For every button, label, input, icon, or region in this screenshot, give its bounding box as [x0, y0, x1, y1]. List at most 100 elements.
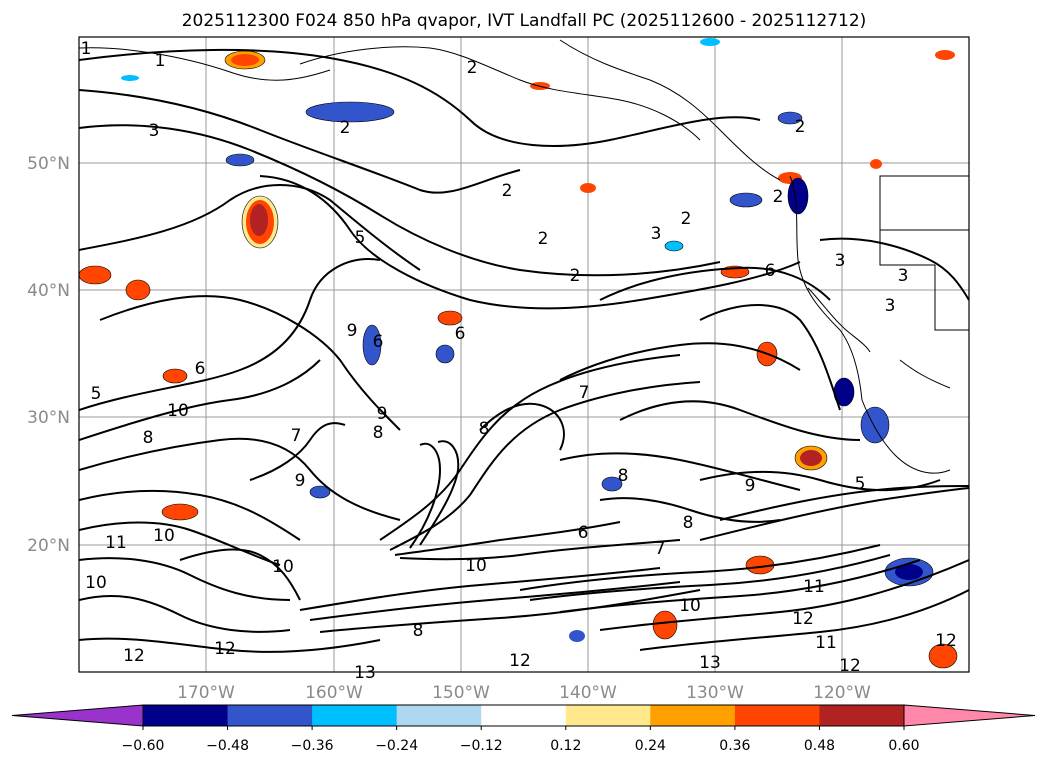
contour-label: 8	[683, 513, 694, 533]
colorbar-cell	[396, 705, 482, 726]
contour-label: 1	[155, 51, 166, 71]
contour-label: 8	[479, 419, 490, 439]
contour-label: 9	[745, 476, 756, 496]
positive-anomaly-aleutian	[224, 50, 266, 70]
contour-label: 3	[149, 121, 160, 141]
colorbar-tick-label: −0.12	[460, 738, 503, 754]
contour-label: 9	[377, 404, 388, 424]
contour-label: 12	[792, 609, 814, 629]
colorbar-extend-min	[11, 704, 144, 727]
contour-label: 9	[347, 321, 358, 341]
contour-label: 5	[855, 474, 866, 494]
contour-label: 2	[340, 118, 351, 138]
longitude-label: 160°W	[305, 683, 363, 703]
latitude-label: 50°N	[27, 154, 70, 174]
contour-label: 5	[355, 228, 366, 248]
contour-label: 12	[935, 631, 957, 651]
longitude-axis: 170°W 160°W 150°W 140°W 130°W 120°W	[177, 683, 871, 703]
contour-label: 10	[153, 526, 175, 546]
colorbar-tick-label: −0.24	[375, 738, 418, 754]
contour-label: 9	[295, 471, 306, 491]
contour-label: 13	[699, 653, 721, 673]
colorbar-outline	[142, 704, 905, 727]
positive-anomaly-west	[79, 265, 199, 521]
contour-label: 2	[773, 187, 784, 207]
contour-label: 3	[651, 224, 662, 244]
contour-label: 12	[839, 656, 861, 676]
contour-label: 11	[105, 533, 127, 553]
colorbar-extend-max	[903, 704, 1036, 727]
colorbar-cell	[650, 705, 736, 726]
contour-label: 3	[898, 266, 909, 286]
contour-label: 7	[291, 426, 302, 446]
negative-anomaly-central	[121, 75, 934, 642]
colorbar: −0.60 −0.48 −0.36 −0.24 −0.12 0.12 0.24 0.36 0.4…	[11, 704, 1036, 754]
positive-anomaly-central	[437, 50, 958, 669]
contour-label: 3	[885, 296, 896, 316]
contour-label: 5	[91, 384, 102, 404]
contour-label: 2	[570, 266, 581, 286]
contour-label: 10	[85, 573, 107, 593]
gridlines	[79, 37, 969, 672]
contour-label: 12	[214, 639, 236, 659]
contour-label: 2	[538, 229, 549, 249]
longitude-label: 170°W	[177, 683, 235, 703]
colorbar-cell	[227, 705, 313, 726]
contour-label: 13	[354, 663, 376, 683]
map-frame	[78, 36, 970, 673]
contour-label: 8	[373, 423, 384, 443]
negative-anomaly-north	[225, 38, 809, 215]
colorbar-tick-label: −0.60	[122, 738, 165, 754]
contour-label: 1	[81, 39, 92, 59]
colorbar-cells	[11, 704, 1036, 727]
contour-label: 11	[803, 577, 825, 597]
contour-label: 8	[413, 621, 424, 641]
contour-label: 2	[795, 117, 806, 137]
contour-label: 12	[123, 646, 145, 666]
colorbar-tick-label: 0.12	[550, 738, 581, 754]
positive-anomaly-gulf-of-alaska	[241, 195, 279, 249]
colorbar-tick-label: 0.48	[804, 738, 835, 754]
contour-label: 6	[578, 523, 589, 543]
colorbar-tick-label: −0.48	[206, 738, 249, 754]
latitude-label: 40°N	[27, 281, 70, 301]
shaded-anomalies	[79, 38, 958, 669]
colorbar-cell	[734, 705, 820, 726]
colorbar-tick-label: 0.36	[719, 738, 750, 754]
coastlines	[79, 39, 969, 474]
contour-label: 7	[579, 383, 590, 403]
contour-label: 6	[765, 261, 776, 281]
figure-title: 2025112300 F024 850 hPa qvapor, IVT Land…	[182, 11, 867, 31]
contour-label: 6	[373, 332, 384, 352]
latitude-axis: 50°N 40°N 30°N 20°N	[27, 154, 70, 556]
contour-label: 2	[502, 181, 513, 201]
longitude-label: 140°W	[559, 683, 617, 703]
latitude-label: 30°N	[27, 408, 70, 428]
colorbar-cell	[819, 705, 905, 726]
contour-label: 10	[465, 556, 487, 576]
colorbar-cell	[143, 705, 229, 726]
colorbar-tick-label: 0.24	[635, 738, 666, 754]
contour-label: 2	[681, 209, 692, 229]
colorbar-tick-label: 0.60	[888, 738, 919, 754]
contour-label: 11	[815, 633, 837, 653]
colorbar-tick-label: −0.36	[291, 738, 334, 754]
colorbar-cell	[481, 705, 567, 726]
contour-label: 6	[195, 359, 206, 379]
contour-label: 8	[143, 428, 154, 448]
latitude-label: 20°N	[27, 536, 70, 556]
colorbar-cell	[565, 705, 651, 726]
contour-label: 3	[835, 251, 846, 271]
longitude-label: 150°W	[432, 683, 490, 703]
contour-lines	[79, 48, 969, 653]
longitude-label: 120°W	[813, 683, 871, 703]
contour-label: 6	[455, 324, 466, 344]
contour-label: 2	[467, 58, 478, 78]
contour-label: 10	[272, 557, 294, 577]
longitude-label: 130°W	[686, 683, 744, 703]
contour-label: 7	[655, 539, 666, 559]
map-background	[79, 37, 969, 672]
